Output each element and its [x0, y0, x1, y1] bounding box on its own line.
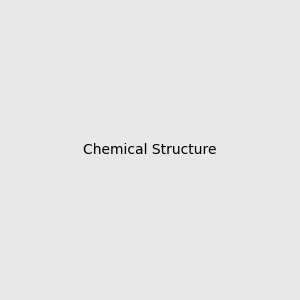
- Text: Chemical Structure: Chemical Structure: [83, 143, 217, 157]
